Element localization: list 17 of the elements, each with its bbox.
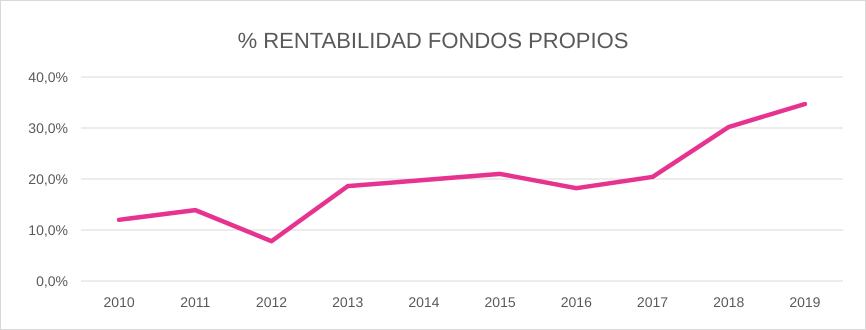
x-tick-label: 2017 bbox=[636, 294, 668, 310]
y-tick-label: 10,0% bbox=[28, 222, 68, 238]
y-tick-label: 0,0% bbox=[36, 272, 68, 289]
x-tick-label: 2016 bbox=[560, 294, 592, 310]
x-tick-label: 2015 bbox=[484, 294, 516, 310]
line-series bbox=[116, 102, 808, 244]
y-tick-label: 40,0% bbox=[28, 68, 68, 85]
chart-title: % RENTABILIDAD FONDOS PROPIOS bbox=[238, 28, 628, 53]
x-tick-label: 2019 bbox=[789, 294, 821, 310]
x-tick-label: 2012 bbox=[256, 294, 288, 310]
x-tick-label: 2011 bbox=[180, 294, 211, 310]
x-tick-label: 2014 bbox=[408, 294, 440, 310]
y-tick-label: 20,0% bbox=[28, 170, 68, 187]
x-tick-label: 2018 bbox=[713, 294, 744, 310]
x-tick-label: 2013 bbox=[332, 294, 364, 310]
y-tick-label: 30,0% bbox=[28, 120, 68, 136]
x-tick-label: 2010 bbox=[104, 294, 135, 310]
